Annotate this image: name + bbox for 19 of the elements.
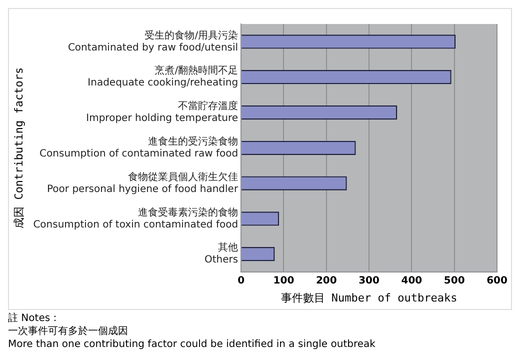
y-tick-label: 烹煮/翻熱時間不足 Inadequate cooking/reheating [88, 64, 238, 89]
x-tick-label: 100 [273, 275, 294, 286]
y-tick-label: 受生的食物/用具污染 Contaminated by raw food/utensil [68, 29, 238, 54]
y-tick-label: 其他 Others [204, 242, 238, 266]
x-tick-label: 0 [238, 275, 245, 286]
x-tick-label: 600 [486, 275, 508, 286]
text: 註 Notes： [8, 312, 62, 325]
x-tick-label: 400 [401, 275, 422, 286]
x-tick-label: 300 [358, 275, 380, 286]
y-tick-label: 進食生的受污染食物 Consumption of contaminated raw food [40, 135, 238, 160]
x-tick-label: 500 [444, 275, 465, 286]
y-tick-label: 進食受毒素污染的食物 Consumption of toxin contaminated food [33, 206, 238, 230]
text: More than one contributing factor could be identified in a single outbreak [8, 338, 376, 351]
y-tick-label: 食物從業員個人衛生欠佳 Poor personal hygiene of food handler [47, 170, 239, 195]
text: 一次事件可有多於一個成因 [8, 325, 129, 338]
y-tick-label: 不當貯存溫度 Improper holding temperature [86, 100, 238, 124]
y-axis-title: 成因 Contributing factors [12, 67, 26, 228]
x-tick-label: 200 [316, 275, 337, 286]
x-axis-title: 事件數目 Number of outbreaks [280, 291, 458, 304]
